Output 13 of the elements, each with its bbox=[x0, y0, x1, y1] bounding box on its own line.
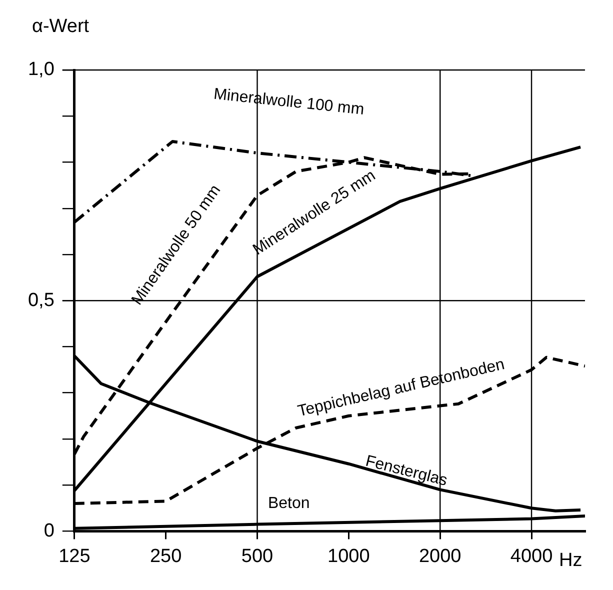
series-label: Beton bbox=[268, 494, 310, 512]
x-tick-label: 4000 bbox=[510, 546, 553, 567]
x-axis-title: Hz bbox=[559, 550, 582, 571]
y-tick-label: 1,0 bbox=[28, 59, 54, 80]
text: Mineralwolle 100 mm bbox=[212, 86, 365, 119]
x-tick-label: 250 bbox=[150, 546, 182, 567]
x-tick-label: 2000 bbox=[418, 546, 462, 567]
y-tick-label: 0 bbox=[44, 520, 54, 542]
x-tick-label: 1000 bbox=[328, 546, 370, 567]
x-tick-label: 500 bbox=[241, 546, 274, 567]
y-axis-title: α-Wert bbox=[32, 16, 90, 37]
x-tick-label: 125 bbox=[58, 546, 90, 567]
y-tick-label: 0,5 bbox=[28, 290, 54, 311]
